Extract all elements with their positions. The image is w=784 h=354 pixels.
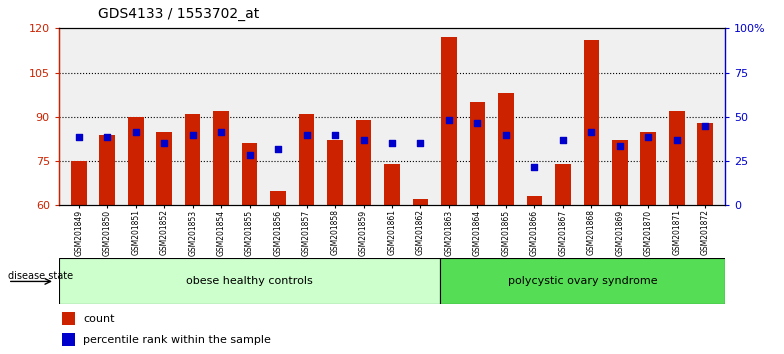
Point (72, 135, 85, 140)
Point (272, 147, 285, 152)
Point (414, 141, 426, 146)
Point (585, 129, 597, 135)
Bar (356, 120, 372, 205)
Bar (128, 117, 143, 205)
Bar (698, 123, 713, 205)
Point (243, 152, 256, 158)
Bar (669, 111, 684, 205)
Text: percentile rank within the sample: percentile rank within the sample (83, 335, 271, 345)
Point (670, 138, 683, 143)
Point (499, 132, 512, 137)
Point (158, 141, 170, 146)
Point (101, 135, 114, 140)
Point (443, 117, 456, 122)
Bar (71, 161, 86, 205)
Bar (59, 258, 441, 304)
Bar (156, 132, 172, 205)
Point (328, 132, 341, 137)
Bar (641, 132, 656, 205)
Bar (612, 141, 628, 205)
Text: obese healthy controls: obese healthy controls (187, 276, 313, 286)
Bar (213, 111, 229, 205)
Point (300, 132, 313, 137)
Bar (555, 164, 571, 205)
Bar (100, 135, 115, 205)
Bar (583, 40, 599, 205)
Point (557, 138, 569, 143)
Bar (270, 190, 286, 205)
Bar (441, 258, 725, 304)
Bar (241, 143, 257, 205)
Point (528, 164, 541, 170)
Point (699, 123, 712, 129)
Point (471, 120, 484, 126)
Text: GDS4133 / 1553702_at: GDS4133 / 1553702_at (98, 7, 260, 21)
Bar (384, 164, 400, 205)
Bar (327, 141, 343, 205)
Bar (470, 102, 485, 205)
Point (129, 129, 142, 135)
Point (642, 135, 655, 140)
Bar (441, 37, 457, 205)
Bar (527, 196, 543, 205)
Text: disease state: disease state (8, 271, 73, 281)
Bar (498, 93, 514, 205)
Bar (61, 312, 75, 325)
Point (614, 143, 626, 149)
Point (187, 132, 199, 137)
Text: count: count (83, 314, 115, 324)
Bar (299, 114, 314, 205)
Bar (185, 114, 201, 205)
Point (215, 129, 227, 135)
Bar (61, 333, 75, 346)
Point (358, 138, 370, 143)
Bar (412, 199, 428, 205)
Text: polycystic ovary syndrome: polycystic ovary syndrome (508, 276, 658, 286)
Point (386, 141, 398, 146)
